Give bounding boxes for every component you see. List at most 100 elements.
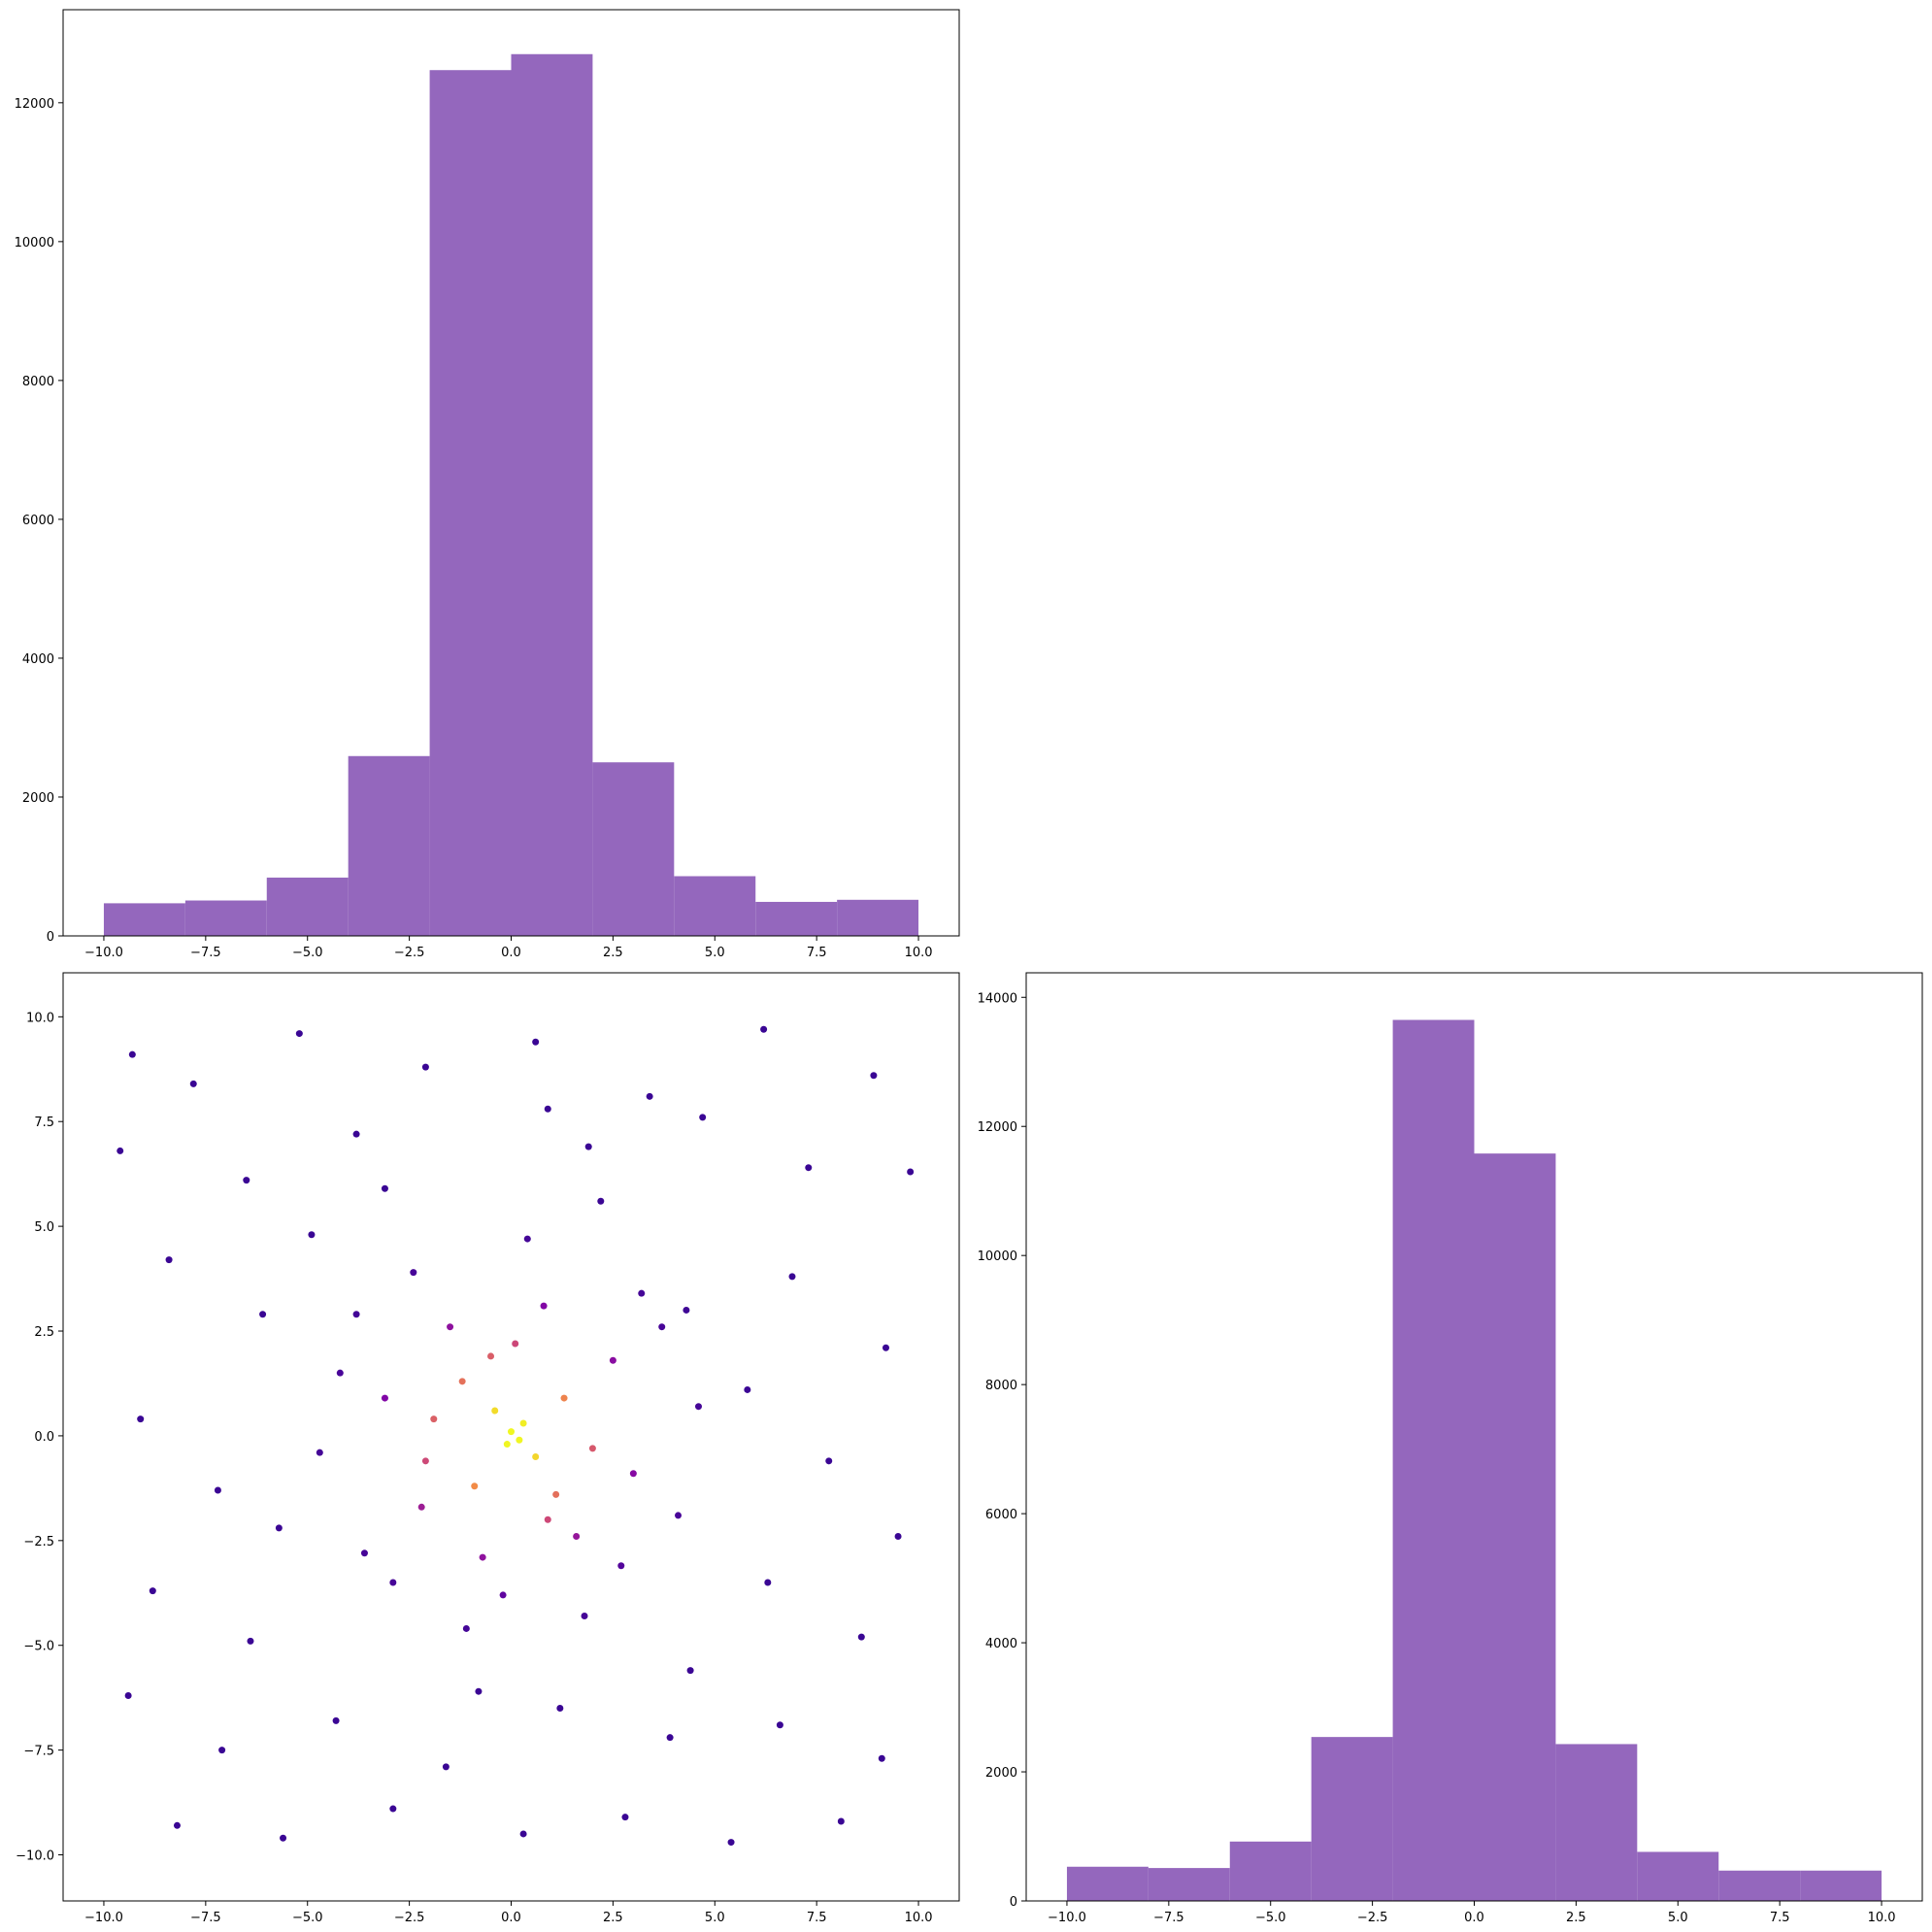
y-tick-label: −5.0 <box>23 1640 54 1654</box>
point <box>519 1419 527 1427</box>
x-tick-label: 7.5 <box>1770 1911 1790 1925</box>
point <box>638 1289 646 1297</box>
axes: −10.0 −7.5 −5.0 −2.5 0.0 2.5 5.0 7.5 10.0 0 2000 40… <box>978 972 1923 1925</box>
point <box>532 1453 540 1461</box>
y-tick-label: 5.0 <box>34 1220 54 1235</box>
x-tick-label: 2.5 <box>1566 1911 1586 1925</box>
point <box>458 1378 466 1385</box>
point <box>878 1754 885 1762</box>
y-tick-label: 10.0 <box>26 1011 54 1025</box>
y-tick-label: 10000 <box>978 1249 1017 1264</box>
x-tick-label: 0.0 <box>501 1911 521 1925</box>
x-tick-label: 5.0 <box>705 1911 725 1925</box>
point <box>508 1428 515 1436</box>
point <box>499 1591 507 1599</box>
point <box>825 1457 833 1465</box>
x-tick-label: 7.5 <box>807 946 827 960</box>
y-tick-label: 7.5 <box>34 1116 54 1130</box>
axes: −10.0 −7.5 −5.0 −2.5 0.0 2.5 5.0 7.5 10.0 0 2000 40… <box>15 9 960 960</box>
y-tick-label: 8000 <box>22 375 54 389</box>
point <box>487 1352 495 1360</box>
point <box>760 1025 768 1033</box>
point <box>410 1269 417 1277</box>
point <box>907 1168 915 1176</box>
x-tick-label: −10.0 <box>1048 1911 1086 1925</box>
point <box>462 1624 470 1632</box>
point <box>675 1512 683 1519</box>
bar <box>266 877 349 936</box>
point <box>573 1533 581 1541</box>
point <box>381 1394 388 1402</box>
point <box>646 1092 653 1100</box>
point <box>149 1587 156 1595</box>
bar <box>511 53 593 937</box>
point <box>516 1436 523 1444</box>
point <box>629 1470 637 1478</box>
point <box>882 1344 889 1351</box>
y-tick-label: 6000 <box>22 514 54 528</box>
x-tick-label: 0.0 <box>501 946 521 960</box>
point <box>581 1613 588 1620</box>
point <box>512 1340 519 1348</box>
point <box>519 1830 527 1838</box>
x-tick-label: −10.0 <box>84 1911 123 1925</box>
point <box>597 1197 605 1205</box>
point <box>870 1072 878 1080</box>
point <box>295 1030 303 1038</box>
bar <box>1066 1866 1149 1901</box>
point <box>686 1667 694 1675</box>
point <box>243 1177 250 1184</box>
point <box>805 1164 813 1172</box>
point <box>744 1385 751 1393</box>
point <box>381 1184 388 1192</box>
point <box>699 1114 707 1121</box>
point <box>588 1445 596 1452</box>
y-tick-label: 8000 <box>985 1379 1017 1393</box>
y-tick-label: 2.5 <box>34 1325 54 1340</box>
axes: −10.0 −7.5 −5.0 −2.5 0.0 2.5 5.0 7.5 10.0 −10.0 −7… <box>16 972 960 1925</box>
bar <box>1800 1870 1882 1901</box>
x-tick-label: 10.0 <box>905 1911 933 1925</box>
bar <box>429 70 512 936</box>
point <box>173 1821 181 1829</box>
point <box>389 1579 397 1586</box>
point <box>479 1553 486 1561</box>
y-tick-label: 0 <box>1010 1895 1017 1910</box>
point <box>837 1817 845 1825</box>
point <box>189 1080 197 1087</box>
point <box>308 1231 316 1239</box>
y-tick-label: 12000 <box>15 97 54 112</box>
bar <box>837 899 919 936</box>
point <box>727 1839 735 1847</box>
point <box>316 1449 323 1456</box>
point <box>218 1747 226 1754</box>
y-tick-label: 14000 <box>978 991 1017 1006</box>
bar <box>1474 1153 1556 1901</box>
point <box>259 1311 267 1318</box>
x-tick-label: −5.0 <box>292 946 323 960</box>
point <box>544 1516 551 1523</box>
point <box>857 1633 865 1641</box>
bar <box>1392 1019 1475 1901</box>
x-tick-label: −7.5 <box>1153 1911 1184 1925</box>
y-tick-label: −2.5 <box>23 1535 54 1549</box>
y-tick-label: −7.5 <box>23 1745 54 1759</box>
x-tick-label: 5.0 <box>705 946 725 960</box>
point <box>609 1356 616 1364</box>
y-tick-label: 0 <box>47 930 54 945</box>
point <box>137 1416 145 1423</box>
x-tick-label: −7.5 <box>190 946 221 960</box>
point <box>442 1763 450 1771</box>
point <box>124 1692 132 1700</box>
bar <box>674 876 756 936</box>
y-tick-label: 4000 <box>22 652 54 667</box>
point <box>683 1306 690 1314</box>
point <box>503 1441 511 1449</box>
bar <box>1555 1744 1638 1901</box>
point <box>617 1562 625 1570</box>
x-tick-label: 10.0 <box>905 946 933 960</box>
point <box>894 1533 902 1541</box>
point <box>280 1834 287 1842</box>
y-tick-label: 4000 <box>985 1637 1017 1651</box>
x-tick-label: −5.0 <box>1255 1911 1286 1925</box>
